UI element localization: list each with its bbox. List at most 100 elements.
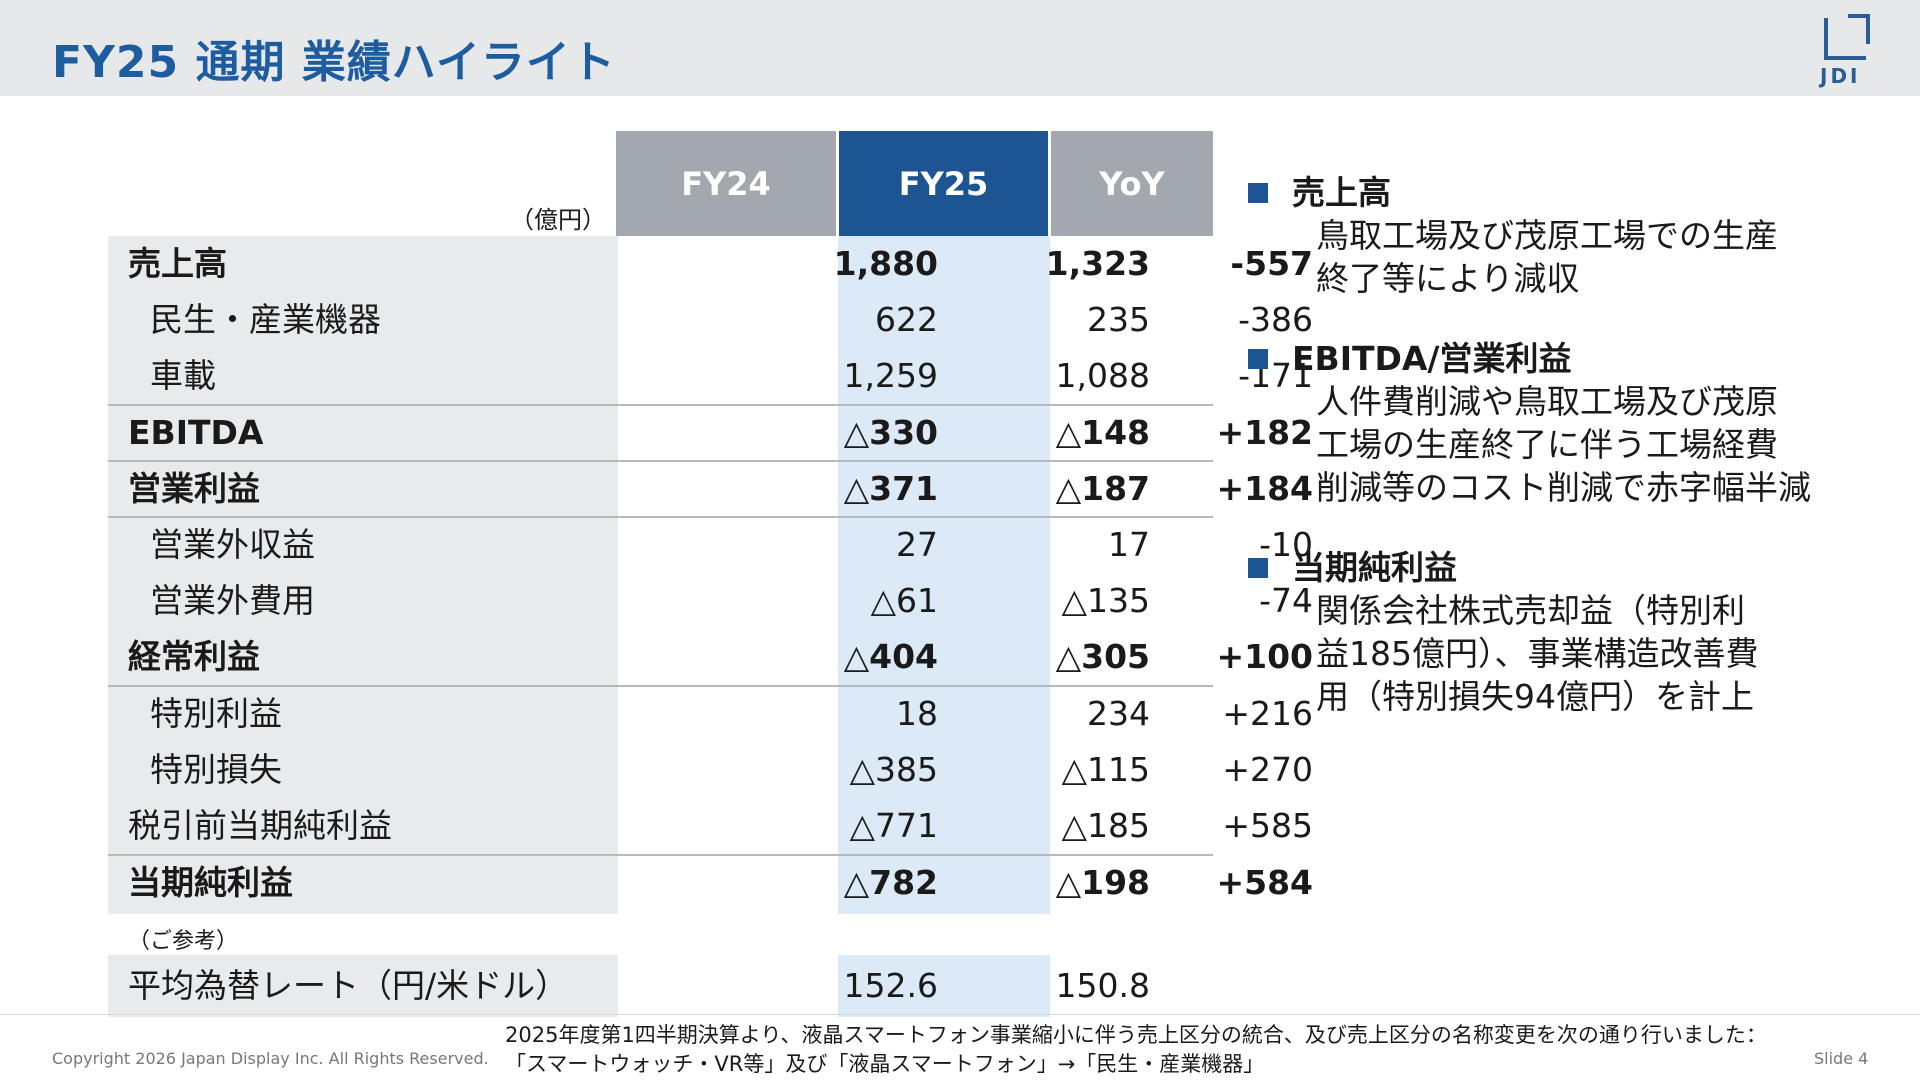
row-label: 税引前当期純利益 [128, 806, 392, 845]
table-row: 経常利益 △404 △305 +100 [108, 629, 1313, 685]
jdi-logo: JDI [1812, 14, 1882, 88]
table-row: 民生・産業機器 622 235 -386 [108, 292, 1313, 348]
highlight-body: 人件費削減や鳥取工場及び茂原 工場の生産終了に伴う工場経費 削減等のコスト削減で… [1248, 380, 1888, 509]
cell-fy25: △305 [1055, 637, 1150, 676]
highlights-list: 売上高 鳥取工場及び茂原工場での生産 終了等により減収 EBITDA/営業利益 … [1248, 172, 1888, 756]
row-separator [108, 516, 1213, 518]
highlight-ebitda: EBITDA/営業利益 人件費削減や鳥取工場及び茂原 工場の生産終了に伴う工場経… [1248, 338, 1888, 509]
cell-fy24: △385 [849, 750, 938, 789]
cell-fy24: △404 [843, 637, 938, 676]
highlight-line: 終了等により減収 [1316, 259, 1580, 298]
row-label: 車載 [150, 356, 216, 395]
cell-fy24: △771 [849, 806, 938, 845]
cell-yoy: -10 [1259, 525, 1313, 564]
highlight-line: 益185億円）、事業構造改善費 [1316, 634, 1759, 673]
fx-rate-fy25: 150.8 [1055, 966, 1150, 1005]
reference-label: （ご参考） [128, 929, 239, 954]
label-column-background [108, 236, 618, 914]
table-row: 当期純利益 △782 △198 +584 [108, 855, 1313, 911]
cell-yoy: +585 [1222, 806, 1313, 845]
fy25-column-highlight [838, 236, 1050, 914]
table-row: 特別利益 18 234 +216 [108, 686, 1313, 742]
cell-fy24: △61 [870, 581, 938, 620]
row-label: 特別利益 [150, 694, 282, 733]
table-row: 売上高 1,880 1,323 -557 [108, 236, 1313, 292]
footnote-line: 「スマートウォッチ・VR等」及び「液晶スマートフォン」→「民生・産業機器」 [505, 1052, 1265, 1076]
cell-fy25: △187 [1055, 469, 1150, 508]
cell-fy25: 17 [1108, 525, 1150, 564]
table-row: 税引前当期純利益 △771 △185 +585 [108, 798, 1313, 854]
cell-yoy: +216 [1222, 694, 1313, 733]
row-separator [108, 685, 1213, 687]
highlight-line: 削減等のコスト削減で赤字幅半減 [1316, 468, 1811, 507]
cell-fy25: 1,088 [1055, 356, 1150, 395]
table-row: 車載 1,259 1,088 -171 [108, 348, 1313, 404]
table-row: 営業外費用 △61 △135 -74 [108, 573, 1313, 629]
cell-fy25: △148 [1055, 413, 1150, 452]
cell-fy24: △371 [843, 469, 938, 508]
row-label: EBITDA [128, 413, 264, 452]
cell-yoy: +182 [1216, 413, 1313, 452]
footer-divider [0, 1014, 1920, 1015]
fx-label-background [108, 955, 618, 1017]
copyright: Copyright 2026 Japan Display Inc. All Ri… [52, 1049, 489, 1068]
row-label: 特別損失 [150, 750, 282, 789]
cell-fy24: 1,880 [833, 244, 938, 283]
highlight-net-income: 当期純利益 関係会社株式売却益（特別利 益185億円）、事業構造改善費 用（特別… [1248, 547, 1888, 718]
cell-yoy: +100 [1216, 637, 1313, 676]
fx-rate-row: 平均為替レート（円/米ドル） 152.6 150.8 [108, 958, 1213, 1014]
highlight-line: 鳥取工場及び茂原工場での生産 [1316, 216, 1778, 255]
logo-text: JDI [1820, 64, 1861, 88]
cell-fy24: △330 [843, 413, 938, 452]
fx-rate-label: 平均為替レート（円/米ドル） [128, 966, 569, 1005]
table-row: EBITDA △330 △148 +182 [108, 405, 1313, 461]
row-label: 当期純利益 [128, 863, 293, 902]
unit-label: （億円） [510, 206, 606, 234]
header-bar: FY25 通期 業績ハイライト JDI [0, 0, 1920, 96]
row-label: 民生・産業機器 [150, 300, 381, 339]
column-header-yoy: YoY [1051, 131, 1213, 236]
row-label: 営業利益 [128, 469, 260, 508]
highlight-body: 鳥取工場及び茂原工場での生産 終了等により減収 [1248, 214, 1888, 300]
cell-fy25: 235 [1087, 300, 1150, 339]
cell-yoy: -557 [1230, 244, 1313, 283]
footnote: 2025年度第1四半期決算より、液晶スマートフォン事業縮小に伴う売上区分の統合、… [505, 1021, 1767, 1079]
cell-fy25: △198 [1055, 863, 1150, 902]
row-label: 売上高 [128, 244, 227, 283]
highlight-line: 工場の生産終了に伴う工場経費 [1316, 425, 1778, 464]
row-label: 営業外費用 [150, 581, 315, 620]
cell-yoy: -386 [1238, 300, 1313, 339]
cell-fy25: △115 [1061, 750, 1150, 789]
cell-fy24: 18 [896, 694, 938, 733]
row-separator [108, 854, 1213, 856]
footnote-line: 2025年度第1四半期決算より、液晶スマートフォン事業縮小に伴う売上区分の統合、… [505, 1023, 1767, 1047]
highlight-line: 用（特別損失94億円）を計上 [1316, 677, 1754, 716]
cell-fy24: △782 [843, 863, 938, 902]
cell-yoy: +584 [1216, 863, 1313, 902]
row-separator [108, 404, 1213, 406]
cell-fy24: 27 [896, 525, 938, 564]
fx-rate-fy24: 152.6 [843, 966, 938, 1005]
highlight-line: 人件費削減や鳥取工場及び茂原 [1316, 382, 1778, 421]
cell-yoy: +184 [1216, 469, 1313, 508]
highlight-heading: 売上高 [1248, 172, 1888, 214]
highlight-line: 関係会社株式売却益（特別利 [1316, 591, 1745, 630]
page-title: FY25 通期 業績ハイライト [52, 37, 616, 88]
highlight-heading: 当期純利益 [1248, 547, 1888, 589]
column-header-fy24: FY24 [616, 131, 836, 236]
row-separator [108, 460, 1213, 462]
column-header-fy25: FY25 [839, 131, 1048, 236]
table-row: 営業利益 △371 △187 +184 [108, 461, 1313, 517]
cell-fy24: 1,259 [843, 356, 938, 395]
row-label: 経常利益 [128, 637, 260, 676]
highlight-heading: EBITDA/営業利益 [1248, 338, 1888, 380]
highlight-body: 関係会社株式売却益（特別利 益185億円）、事業構造改善費 用（特別損失94億円… [1248, 589, 1888, 718]
table-row: 営業外収益 27 17 -10 [108, 517, 1313, 573]
highlight-revenue: 売上高 鳥取工場及び茂原工場での生産 終了等により減収 [1248, 172, 1888, 300]
slide-number: Slide 4 [1814, 1049, 1869, 1068]
cell-fy25: 234 [1087, 694, 1150, 733]
cell-yoy: +270 [1222, 750, 1313, 789]
fx-fy25-highlight [838, 955, 1050, 1017]
row-label: 営業外収益 [150, 525, 315, 564]
cell-fy25: 1,323 [1045, 244, 1150, 283]
